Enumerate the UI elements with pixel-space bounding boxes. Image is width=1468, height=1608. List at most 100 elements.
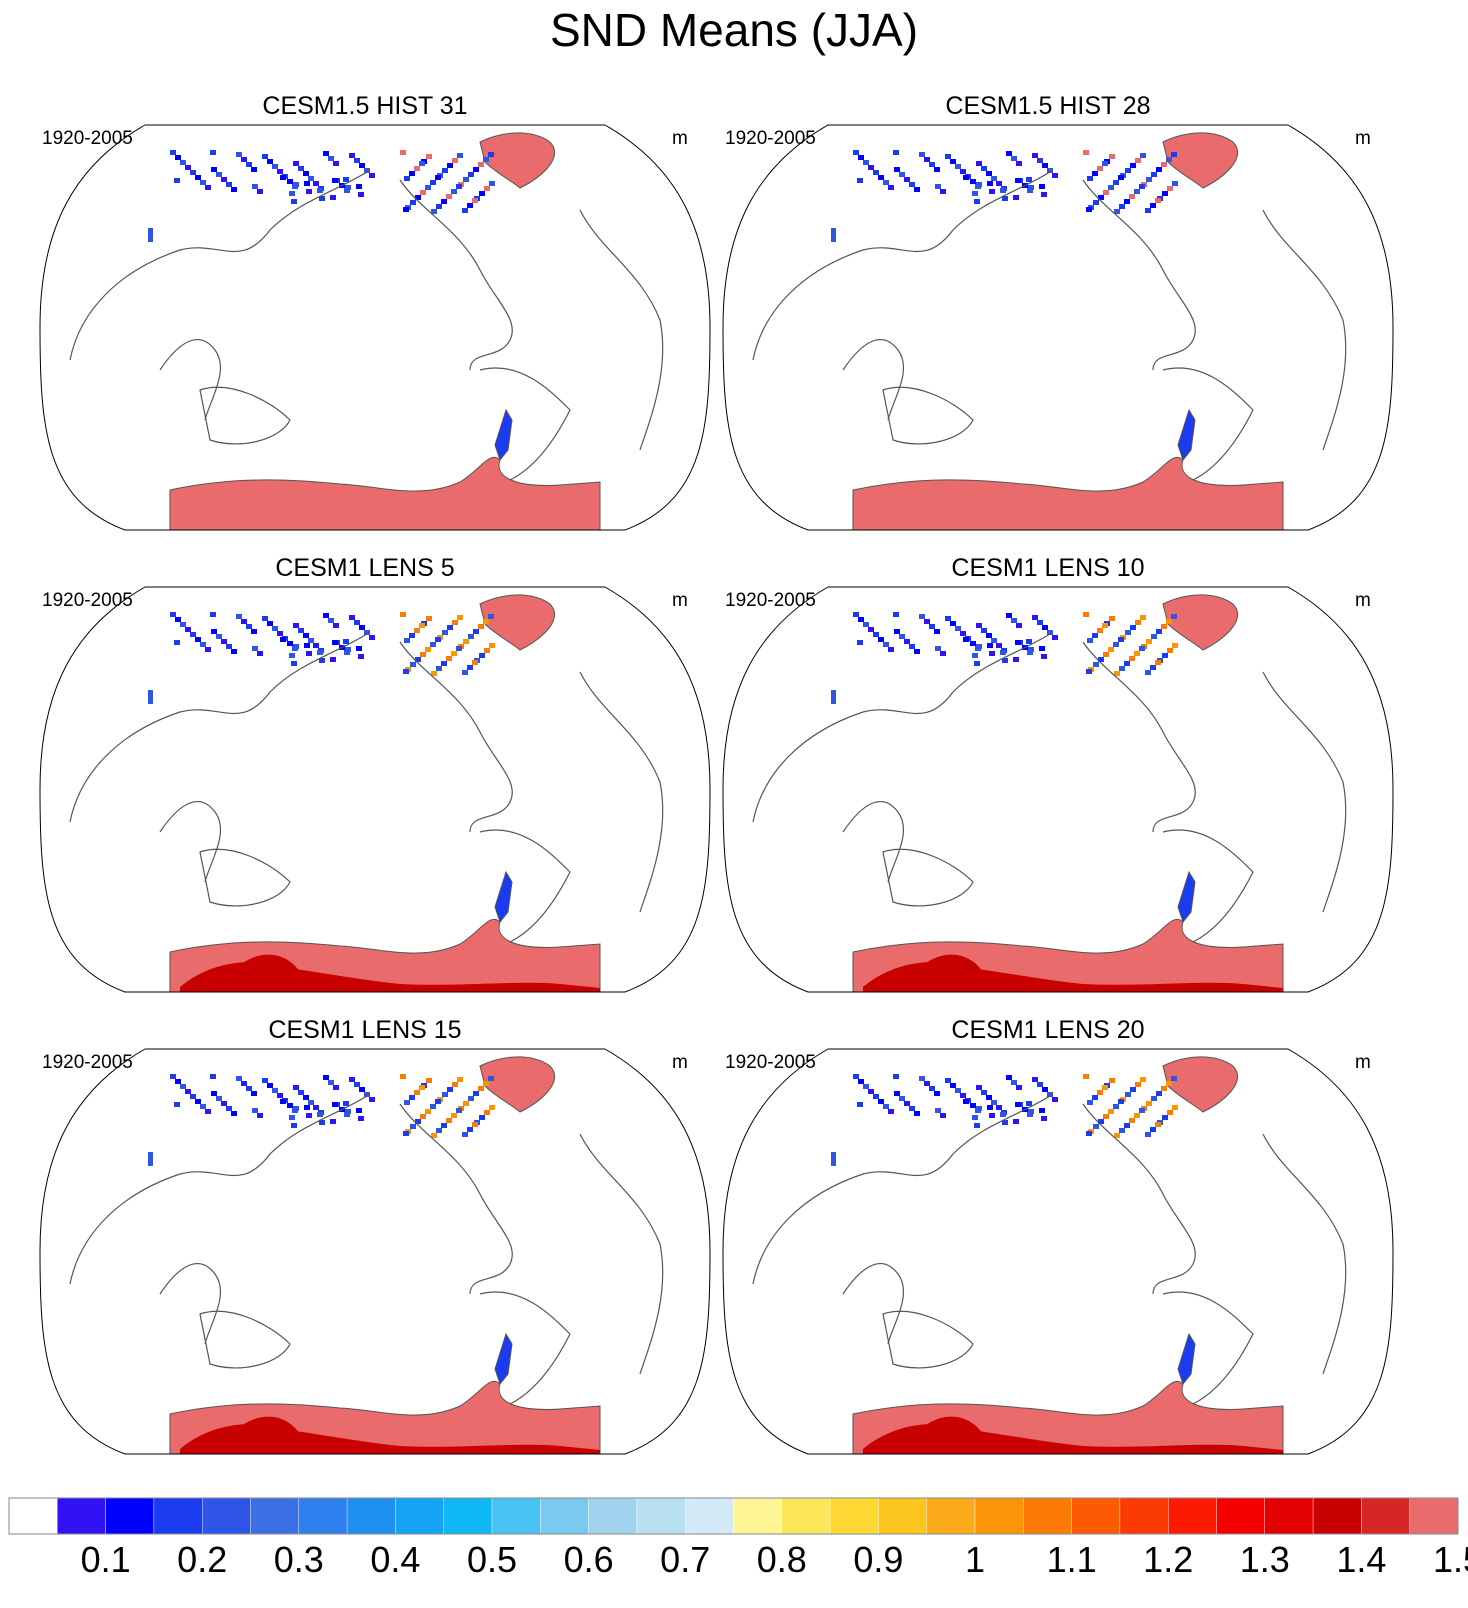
- snow-cell: [1027, 1112, 1033, 1117]
- snow-cell: [415, 195, 421, 200]
- snow-cell: [210, 150, 216, 155]
- coastline: [752, 169, 1054, 361]
- snow-cell: [1129, 1118, 1135, 1123]
- snow-cell: [436, 1128, 442, 1133]
- snow-cell: [293, 1106, 299, 1111]
- snow-cell: [451, 189, 457, 194]
- snow-cell: [857, 178, 863, 183]
- snow-cell: [1151, 1096, 1157, 1101]
- colorbar-label: 1.5: [1433, 1539, 1468, 1580]
- snow-cell: [330, 657, 336, 662]
- snow-cell: [1113, 180, 1119, 185]
- colorbar-swatch: [1167, 1497, 1217, 1535]
- snow-cell: [987, 643, 993, 648]
- snow-cell: [457, 153, 463, 158]
- snow-cell: [304, 181, 310, 186]
- map-panel-group: CESM1.5 HIST 31 1920-2005 m: [39, 92, 711, 531]
- snow-cell: [904, 1101, 910, 1106]
- panel-title: CESM1 LENS 10: [951, 554, 1144, 582]
- snow-cell: [489, 1105, 495, 1110]
- snow-cell: [868, 165, 874, 170]
- colorbar-label: 0.3: [274, 1539, 324, 1580]
- snow-cell: [323, 1075, 329, 1080]
- snow-cell: [935, 646, 941, 651]
- coastline: [1082, 641, 1196, 833]
- snow-cell: [333, 161, 339, 166]
- snow-cell: [404, 1100, 410, 1105]
- patagonia-snow: [1177, 1332, 1196, 1386]
- snow-cell: [1130, 625, 1136, 630]
- snow-cell: [344, 1112, 350, 1117]
- snow-cell: [1125, 1092, 1131, 1097]
- snow-cell: [280, 175, 286, 180]
- snow-cell: [878, 637, 884, 642]
- snow-cell: [1041, 1116, 1047, 1121]
- snow-cell: [211, 167, 217, 172]
- colorbar-label: 0.7: [660, 1539, 710, 1580]
- snow-cell: [1103, 190, 1109, 195]
- snow-cell: [442, 168, 448, 173]
- snow-cell: [950, 621, 956, 626]
- snow-cell: [400, 1074, 406, 1079]
- snow-cell: [478, 162, 484, 167]
- snow-cell: [1129, 656, 1135, 661]
- snow-cell: [359, 163, 365, 168]
- snow-cell: [425, 1109, 431, 1114]
- snow-cell: [909, 182, 915, 187]
- snow-cell: [473, 1091, 479, 1096]
- snow-cell: [972, 653, 978, 658]
- snow-cell: [955, 1088, 961, 1093]
- colorbar-swatch: [346, 1497, 396, 1535]
- colorbar-swatch: [974, 1497, 1024, 1535]
- antarctica-snow: [169, 457, 601, 530]
- snow-cell: [200, 642, 206, 647]
- map-border: [722, 1048, 1394, 1455]
- snow-cell: [359, 1087, 365, 1092]
- snow-cell: [291, 1123, 297, 1128]
- snow-cell: [344, 650, 350, 655]
- snow-cell: [262, 1078, 268, 1083]
- snow-cell: [991, 1100, 997, 1105]
- snow-cell: [420, 652, 426, 657]
- greenland-snow: [479, 1056, 556, 1113]
- colorbar-swatch: [926, 1497, 976, 1535]
- snow-cell: [252, 184, 258, 189]
- snow-cell: [415, 1119, 421, 1124]
- snow-cell: [479, 1115, 485, 1120]
- snow-cell: [308, 176, 314, 181]
- snow-cell: [888, 185, 894, 190]
- coastline: [579, 671, 664, 913]
- snow-cell: [1139, 184, 1145, 189]
- snow-cell: [1162, 1115, 1168, 1120]
- colorbar-label: 1: [965, 1539, 985, 1580]
- snow-cell: [414, 166, 420, 171]
- snow-cell: [1119, 204, 1125, 209]
- snow-cell: [293, 182, 299, 187]
- snow-cell: [287, 641, 293, 646]
- snow-cell: [349, 615, 355, 620]
- snow-cell: [410, 200, 416, 205]
- coastline: [842, 339, 904, 421]
- snow-cell: [298, 628, 304, 633]
- snow-cell: [488, 1076, 494, 1081]
- snow-cell: [174, 640, 180, 645]
- snow-cell: [894, 629, 900, 634]
- snow-cell: [991, 638, 997, 643]
- panel-period: 1920-2005: [725, 590, 816, 611]
- snow-cell: [298, 1090, 304, 1095]
- snow-cell: [332, 1102, 338, 1107]
- snow-cell: [919, 1076, 925, 1081]
- colorbar-swatch: [298, 1497, 348, 1535]
- snow-cell: [1037, 158, 1043, 163]
- snow-cell: [205, 647, 211, 652]
- snow-cell: [909, 1106, 915, 1111]
- snow-cell: [425, 185, 431, 190]
- greenland-snow: [479, 594, 556, 651]
- snow-cell: [420, 1114, 426, 1119]
- snow-cell: [904, 639, 910, 644]
- snow-cell: [934, 167, 940, 172]
- colorbar-swatch: [1312, 1497, 1362, 1535]
- snow-cell: [1092, 633, 1098, 638]
- snow-cell: [1161, 1086, 1167, 1091]
- snow-cell: [430, 180, 436, 185]
